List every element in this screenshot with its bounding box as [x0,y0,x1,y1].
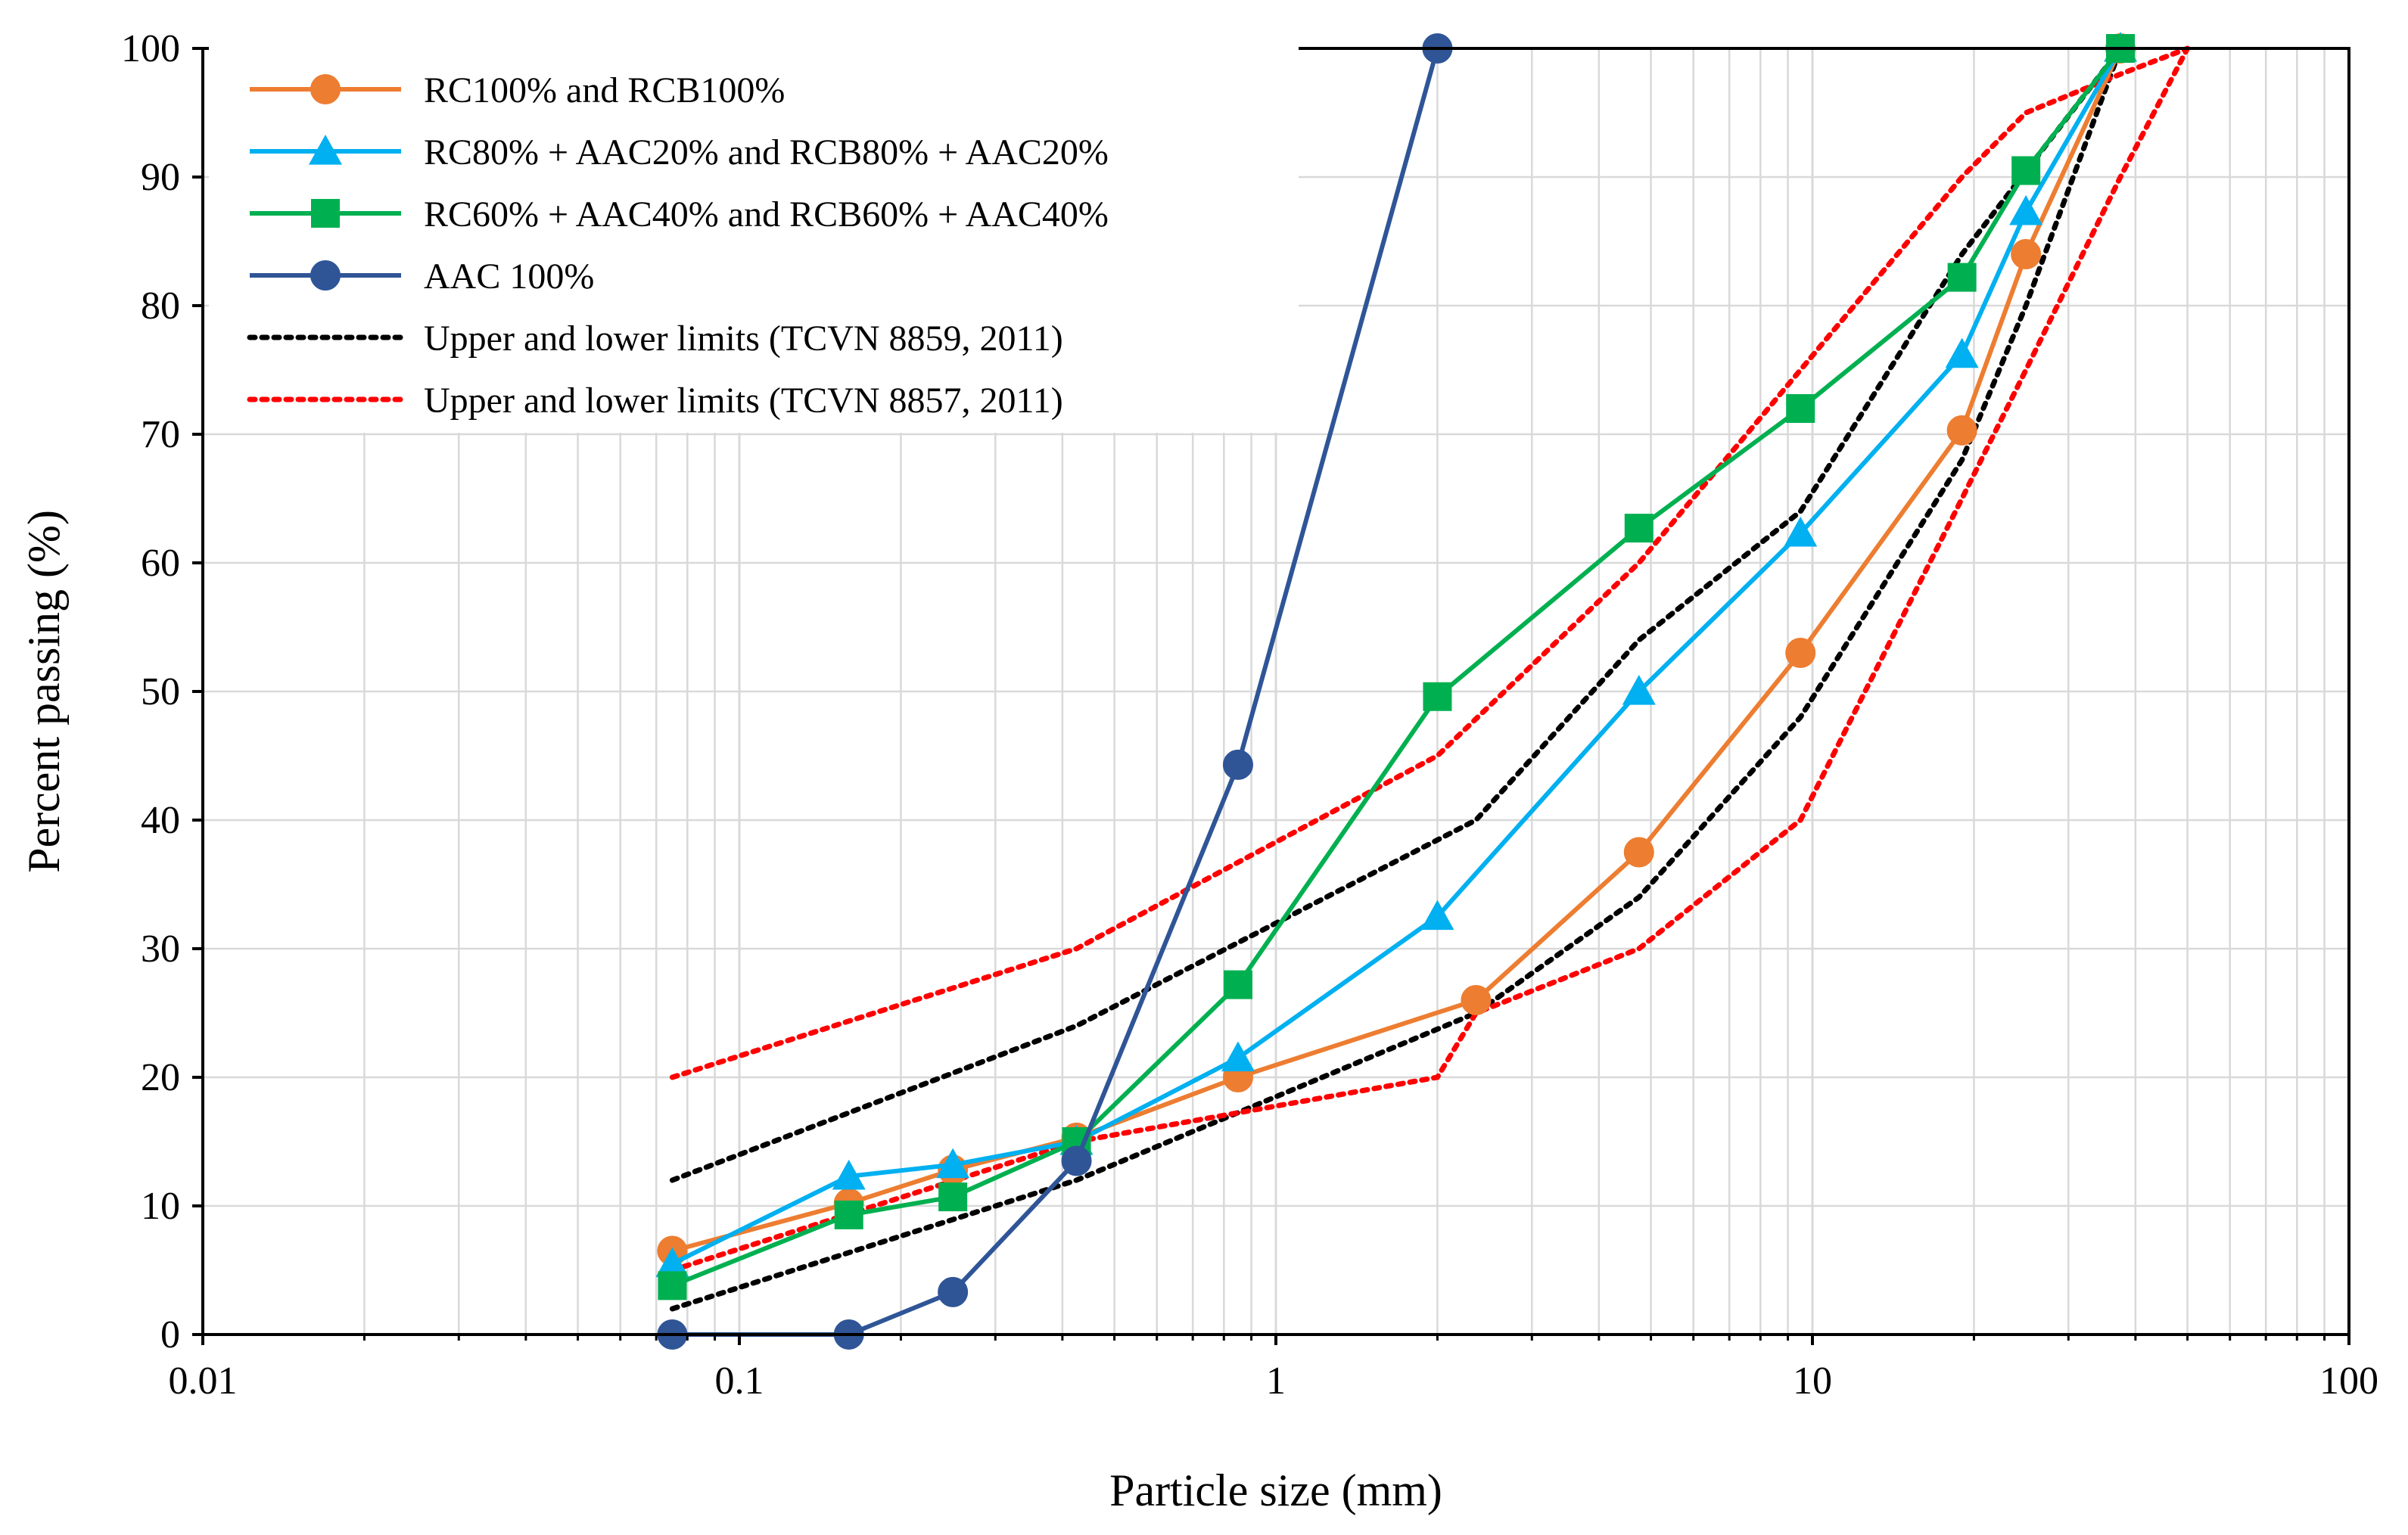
data-point [1785,638,1816,668]
y-tick-label: 100 [121,27,180,70]
data-point [1423,682,1452,711]
legend-label: RC80% + AAC20% and RCB80% + AAC20% [424,132,1109,172]
y-tick-label: 90 [141,156,180,199]
data-point [832,1159,866,1190]
data-point [1221,1041,1255,1072]
data-point [1945,337,1979,368]
y-tick-label: 50 [141,670,180,713]
limit-line [669,45,2123,1312]
data-point [2009,194,2043,225]
data-point [1061,1145,1092,1176]
legend-label: Upper and lower limits (TCVN 8857, 2011) [424,381,1063,421]
x-tick-label: 0.1 [715,1359,764,1403]
x-tick-label: 0.01 [169,1359,238,1403]
legend-marker [310,260,341,291]
y-tick-label: 30 [141,928,180,971]
legend-label: Upper and lower limits (TCVN 8859, 2011) [424,318,1063,359]
data-point [1223,970,1252,999]
data-point [834,1200,863,1229]
data-point [2011,156,2041,185]
y-tick-label: 10 [141,1185,180,1228]
legend-marker [310,74,341,104]
data-point [1623,837,1654,868]
data-point [1222,749,1253,780]
legend-background [209,47,1299,433]
series-2 [658,34,2135,1300]
y-tick-label: 80 [141,284,180,328]
legend-label: RC60% + AAC40% and RCB60% + AAC40% [424,194,1109,235]
data-point [938,1276,969,1307]
data-point [1622,675,1656,705]
y-tick-label: 40 [141,799,180,842]
data-point [655,1247,689,1278]
data-point [1784,516,1818,547]
data-point [1420,900,1454,931]
legend-marker [309,135,342,165]
y-tick-label: 70 [141,413,180,456]
series-area [655,32,2191,1350]
x-tick-label: 1 [1266,1359,1286,1403]
data-point [938,1182,968,1212]
x-tick-label: 10 [1793,1359,1832,1403]
data-point [1624,514,1654,543]
data-point [1947,263,1977,292]
x-axis-title: Particle size (mm) [1109,1465,1442,1515]
legend-label: RC100% and RCB100% [424,70,785,110]
y-tick-label: 60 [141,542,180,585]
y-tick-label: 0 [160,1313,180,1356]
x-tick-label: 100 [2319,1359,2378,1403]
limit-line [669,45,2191,1273]
legend: RC100% and RCB100% RC80% + AAC20% and RCB… [209,47,1299,433]
axes: 0.01 0.1 1 10 100 0 10 20 30 40 50 60 70 80 90 100 [121,27,2378,1403]
data-point [1786,394,1815,423]
data-point [2011,239,2042,269]
data-point [658,1271,687,1300]
data-point [1461,985,1492,1015]
legend-marker [311,199,340,228]
series-4 [669,45,2123,1312]
limit-line [669,45,2123,1183]
y-tick-label: 20 [141,1056,180,1099]
legend-label: AAC 100% [424,256,594,297]
y-axis-title: Percent passing (%) [19,510,69,873]
data-point [936,1148,970,1179]
data-point [1946,415,1977,446]
